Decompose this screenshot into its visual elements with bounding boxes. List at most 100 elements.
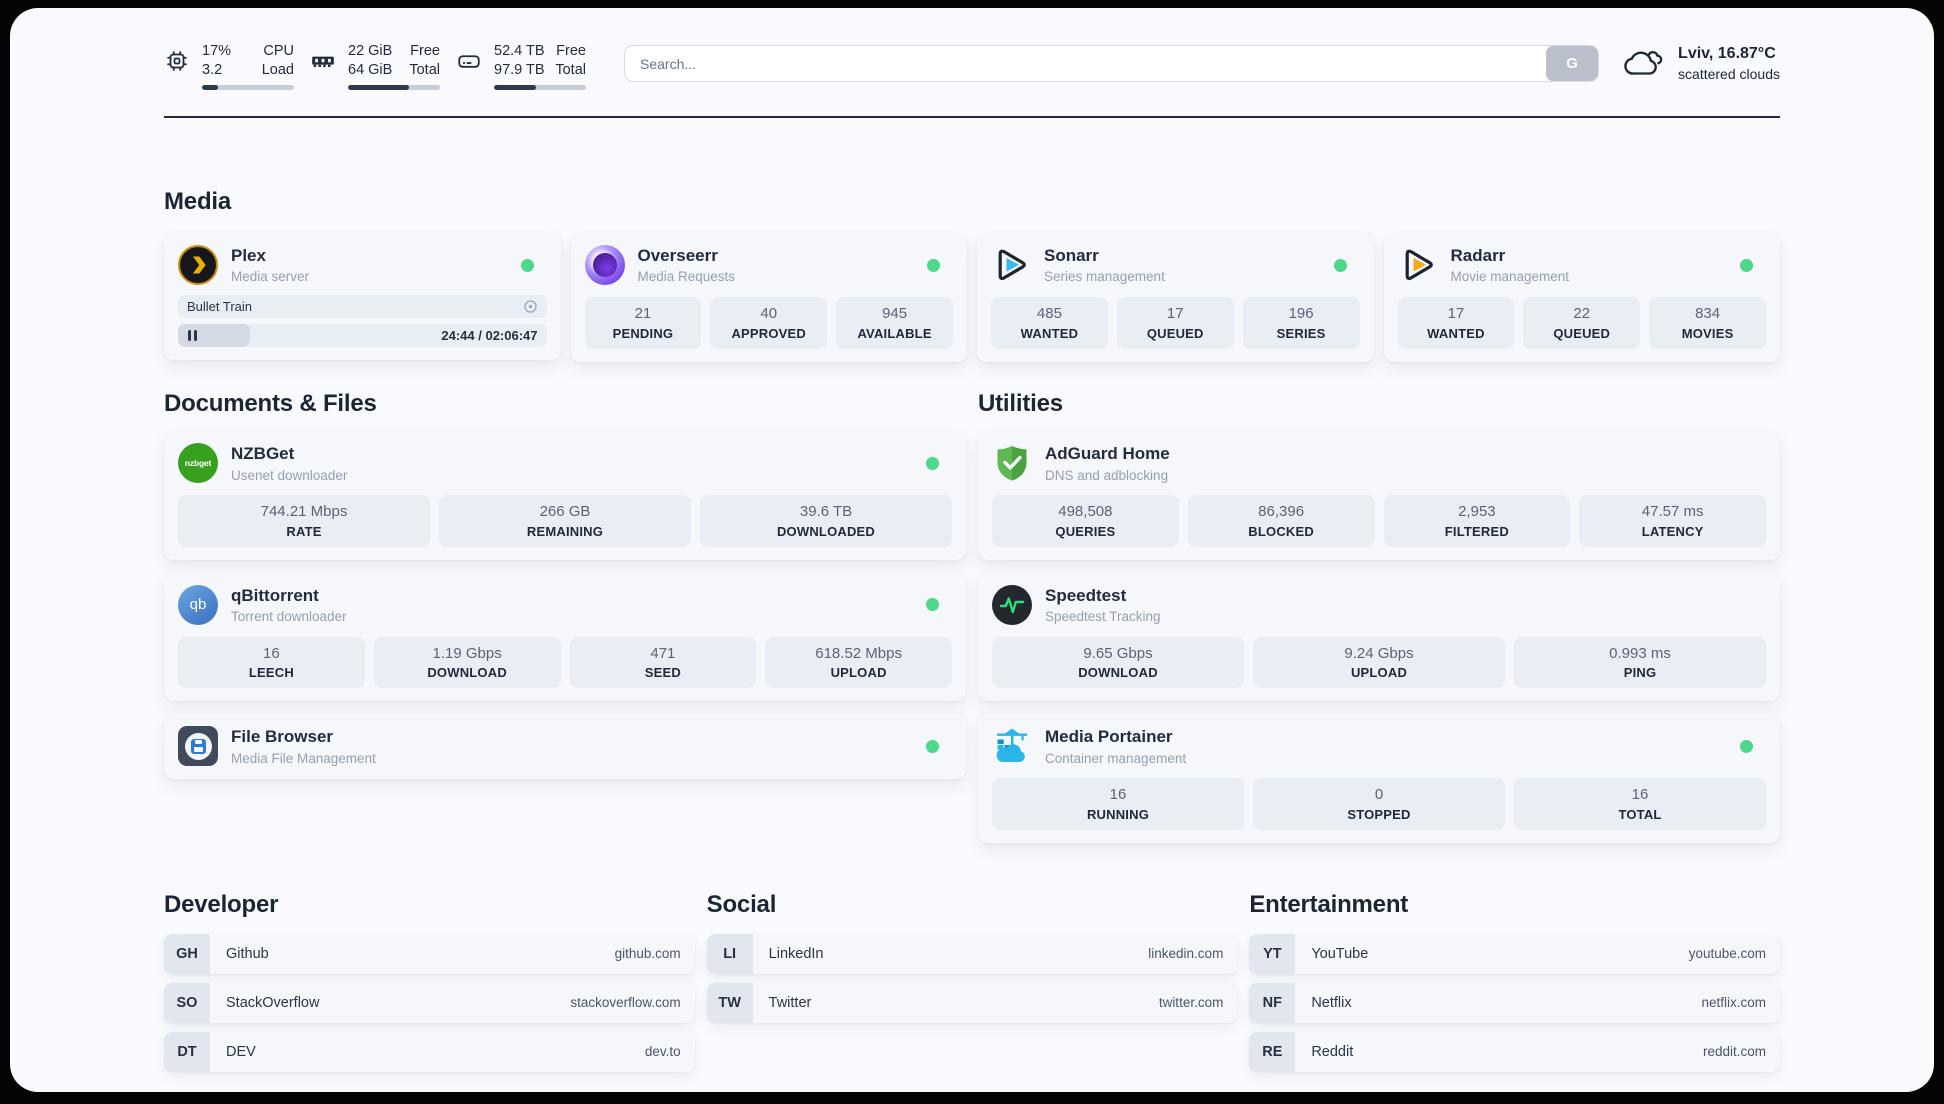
bookmark-name: Github <box>226 945 269 962</box>
stat-label: QUERIES <box>1055 523 1116 539</box>
stat-queries: 498,508 QUERIES <box>992 495 1179 547</box>
app-card-overseerr[interactable]: Overseerr Media Requests 21 PENDING 40 A… <box>570 232 967 362</box>
memory-widget: 22 GiB 64 GiB Free Total <box>310 42 440 91</box>
cpu-progress-fill <box>202 85 218 91</box>
disk-widget: 52.4 TB 97.9 TB Free Total <box>456 42 586 91</box>
stat-downloaded: 39.6 TB DOWNLOADED <box>700 495 952 547</box>
qbittorrent-icon: qb <box>178 584 218 625</box>
stat-stopped: 0 STOPPED <box>1253 778 1505 830</box>
now-playing-details-icon[interactable] <box>523 299 538 314</box>
stat-label: DOWNLOADED <box>776 523 876 539</box>
bookmark-stackoverflow[interactable]: SO StackOverflow stackoverflow.com <box>164 982 695 1023</box>
bookmark-github[interactable]: GH Github github.com <box>164 933 695 974</box>
app-card-qbittorrent[interactable]: qb qBittorrent Torrent downloader 16 LEE… <box>164 571 966 702</box>
memory-total-label: Total <box>409 62 440 79</box>
bookmark-dev[interactable]: DT DEV dev.to <box>164 1031 695 1072</box>
section-social: Social LI LinkedIn linkedin.com TW Twitt… <box>706 891 1238 1023</box>
status-dot-online <box>520 258 534 272</box>
stat-label: APPROVED <box>731 325 807 341</box>
playback-progress-bar: 24:44 / 02:06:47 <box>178 324 547 348</box>
app-card-speedtest[interactable]: Speedtest Speedtest Tracking 9.65 Gbps D… <box>978 571 1780 702</box>
section-title-developer: Developer <box>164 890 279 918</box>
stat-seed: 471 SEED <box>569 636 757 689</box>
app-name: Plex <box>231 245 266 265</box>
stat-label: AVAILABLE <box>857 325 932 341</box>
bookmark-url: linkedin.com <box>1148 946 1224 962</box>
playback-progress-fill <box>178 324 251 348</box>
bookmark-name: Reddit <box>1311 1043 1354 1060</box>
stat-label: REMAINING <box>526 523 604 539</box>
stat-download: 1.19 Gbps DOWNLOAD <box>373 636 561 689</box>
bookmark-netflix[interactable]: NF Netflix netflix.com <box>1249 982 1780 1023</box>
app-card-nzbget[interactable]: nzbget NZBGet Usenet downloader 744.21 M… <box>164 430 966 560</box>
stat-label: PING <box>1623 665 1657 681</box>
stat-value: 16 <box>1109 786 1127 804</box>
stat-ping: 0.993 ms PING <box>1514 636 1766 689</box>
stat-value: 485 <box>1036 305 1062 323</box>
app-card-sonarr[interactable]: Sonarr Series management 485 WANTED 17 Q… <box>977 232 1374 362</box>
stat-label: UPLOAD <box>1350 665 1408 681</box>
search-bar: G <box>624 45 1600 82</box>
app-card-radarr[interactable]: Radarr Movie management 17 WANTED 22 QUE… <box>1383 232 1780 362</box>
cpu-label: CPU <box>263 43 294 59</box>
app-card-adguard[interactable]: AdGuard Home DNS and adblocking 498,508 … <box>978 430 1780 560</box>
stat-label: STOPPED <box>1347 806 1411 822</box>
cloud-icon <box>1623 46 1665 80</box>
stat-value: 266 GB <box>539 503 591 521</box>
bookmark-reddit[interactable]: RE Reddit reddit.com <box>1249 1031 1780 1072</box>
stat-value: 39.6 TB <box>799 503 853 521</box>
weather-location-temp: Lviv, 16.87°C <box>1678 45 1776 62</box>
topbar-divider <box>164 116 1780 119</box>
cpu-usage-value: 17% <box>202 43 232 59</box>
app-subtitle: Speedtest Tracking <box>1045 609 1161 625</box>
app-card-plex[interactable]: Plex Media server Bullet Train <box>164 232 561 361</box>
cpu-load-label: Load <box>261 62 294 79</box>
bookmark-twitter[interactable]: TW Twitter twitter.com <box>706 982 1238 1023</box>
app-subtitle: Media File Management <box>231 750 376 766</box>
stat-value: 47.57 ms <box>1641 503 1704 521</box>
bookmark-abbr: TW <box>706 982 753 1023</box>
stat-running: 16 RUNNING <box>992 778 1244 830</box>
app-card-filebrowser[interactable]: File Browser Media File Management <box>164 713 966 780</box>
bookmark-name: Twitter <box>768 994 812 1011</box>
app-name: Speedtest <box>1045 585 1127 605</box>
stat-value: 0 <box>1374 786 1384 804</box>
stat-value: 17 <box>1166 305 1184 323</box>
stat-rate: 744.21 Mbps RATE <box>178 495 430 547</box>
disk-total-value: 97.9 TB <box>494 62 545 79</box>
bookmark-youtube[interactable]: YT YouTube youtube.com <box>1249 933 1780 974</box>
status-dot-online <box>1740 739 1753 753</box>
plex-icon <box>178 245 218 286</box>
bookmark-name: DEV <box>226 1043 256 1060</box>
stat-value: 0.993 ms <box>1609 644 1671 662</box>
stat-value: 196 <box>1288 305 1314 323</box>
app-name: AdGuard Home <box>1045 444 1170 464</box>
app-card-portainer[interactable]: Media Portainer Container management 16 … <box>978 713 1780 843</box>
search-engine-button[interactable]: G <box>1546 46 1599 81</box>
app-subtitle: DNS and adblocking <box>1045 467 1169 483</box>
section-title-entertainment: Entertainment <box>1249 890 1409 918</box>
section-media: Media Plex Media server Bullet Train <box>164 188 1780 362</box>
stat-label: BLOCKED <box>1248 523 1314 539</box>
stat-wanted: 485 WANTED <box>991 297 1108 349</box>
search-input[interactable] <box>625 55 1547 72</box>
now-playing-bar: Bullet Train <box>178 295 547 319</box>
stat-movies: 834 MOVIES <box>1649 297 1766 349</box>
weather-condition: scattered clouds <box>1678 65 1780 82</box>
stat-value: 9.24 Gbps <box>1344 644 1414 662</box>
adguard-icon <box>992 443 1032 483</box>
stat-label: DOWNLOAD <box>427 665 507 681</box>
disk-free-label: Free <box>556 43 586 59</box>
ram-icon <box>310 48 336 74</box>
bookmark-url: youtube.com <box>1688 946 1766 962</box>
bookmark-name: Netflix <box>1311 994 1352 1011</box>
bookmark-linkedin[interactable]: LI LinkedIn linkedin.com <box>706 933 1238 974</box>
stat-value: 1.19 Gbps <box>432 644 502 662</box>
app-name: Radarr <box>1450 245 1506 265</box>
stat-label: WANTED <box>1427 325 1485 341</box>
radarr-icon <box>1398 245 1438 285</box>
disk-total-label: Total <box>555 62 586 79</box>
bookmark-url: dev.to <box>644 1044 681 1060</box>
now-playing-title: Bullet Train <box>187 299 253 315</box>
